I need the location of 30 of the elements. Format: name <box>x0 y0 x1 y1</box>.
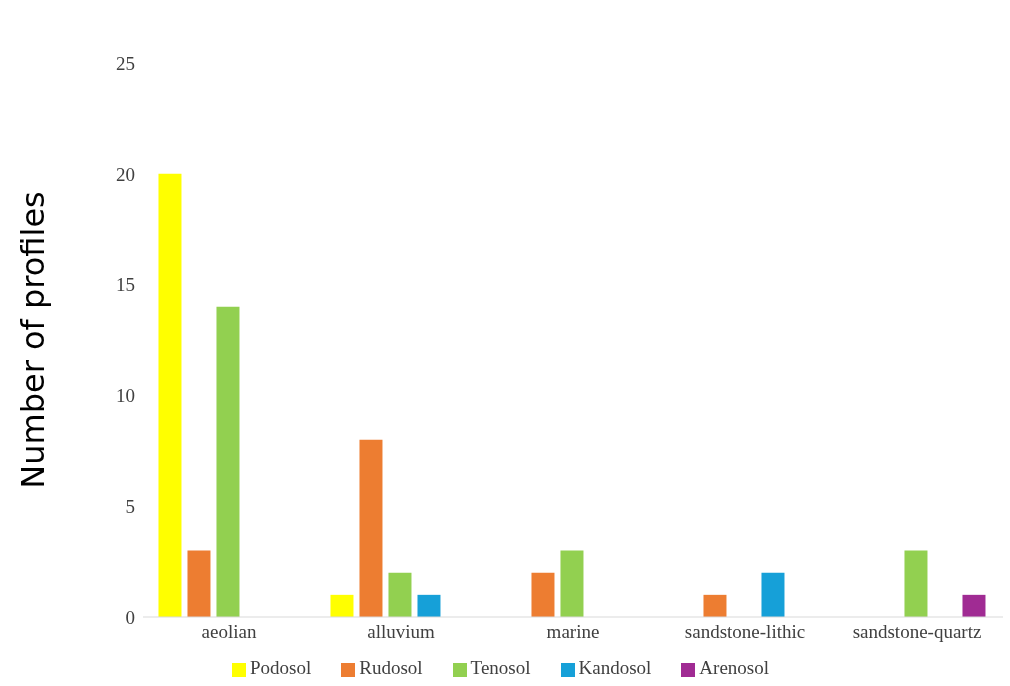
legend-label: Podosol <box>250 657 312 678</box>
legend-label: Tenosol <box>470 657 531 678</box>
bar <box>560 550 584 617</box>
bar <box>703 594 727 617</box>
bar <box>417 594 441 617</box>
bar <box>962 594 986 617</box>
y-tick-label: 5 <box>125 495 135 517</box>
bar <box>904 550 928 617</box>
bar <box>216 306 240 617</box>
bar <box>388 572 412 617</box>
y-tick-label: 10 <box>116 385 135 407</box>
y-tick-label: 15 <box>116 274 135 296</box>
y-tick-label: 20 <box>116 163 135 185</box>
bar <box>330 594 354 617</box>
y-tick-label: 25 <box>116 52 135 74</box>
x-tick-label: marine <box>546 621 600 643</box>
y-axis-title: Number of profiles <box>14 191 53 489</box>
bar <box>187 550 211 617</box>
y-tick-label: 0 <box>125 606 135 628</box>
bar <box>359 439 383 617</box>
legend-label: Rudosol <box>359 657 423 678</box>
bar <box>761 572 785 617</box>
x-tick-label: sandstone-quartz <box>852 621 982 643</box>
legend-label: Kandosol <box>578 657 652 678</box>
bar <box>531 572 555 617</box>
legend-label: Arenosol <box>699 657 769 678</box>
x-tick-label: alluvium <box>367 621 435 643</box>
x-tick-label: aeolian <box>201 621 257 643</box>
x-tick-label: sandstone-lithic <box>684 621 806 643</box>
bar <box>158 173 182 617</box>
